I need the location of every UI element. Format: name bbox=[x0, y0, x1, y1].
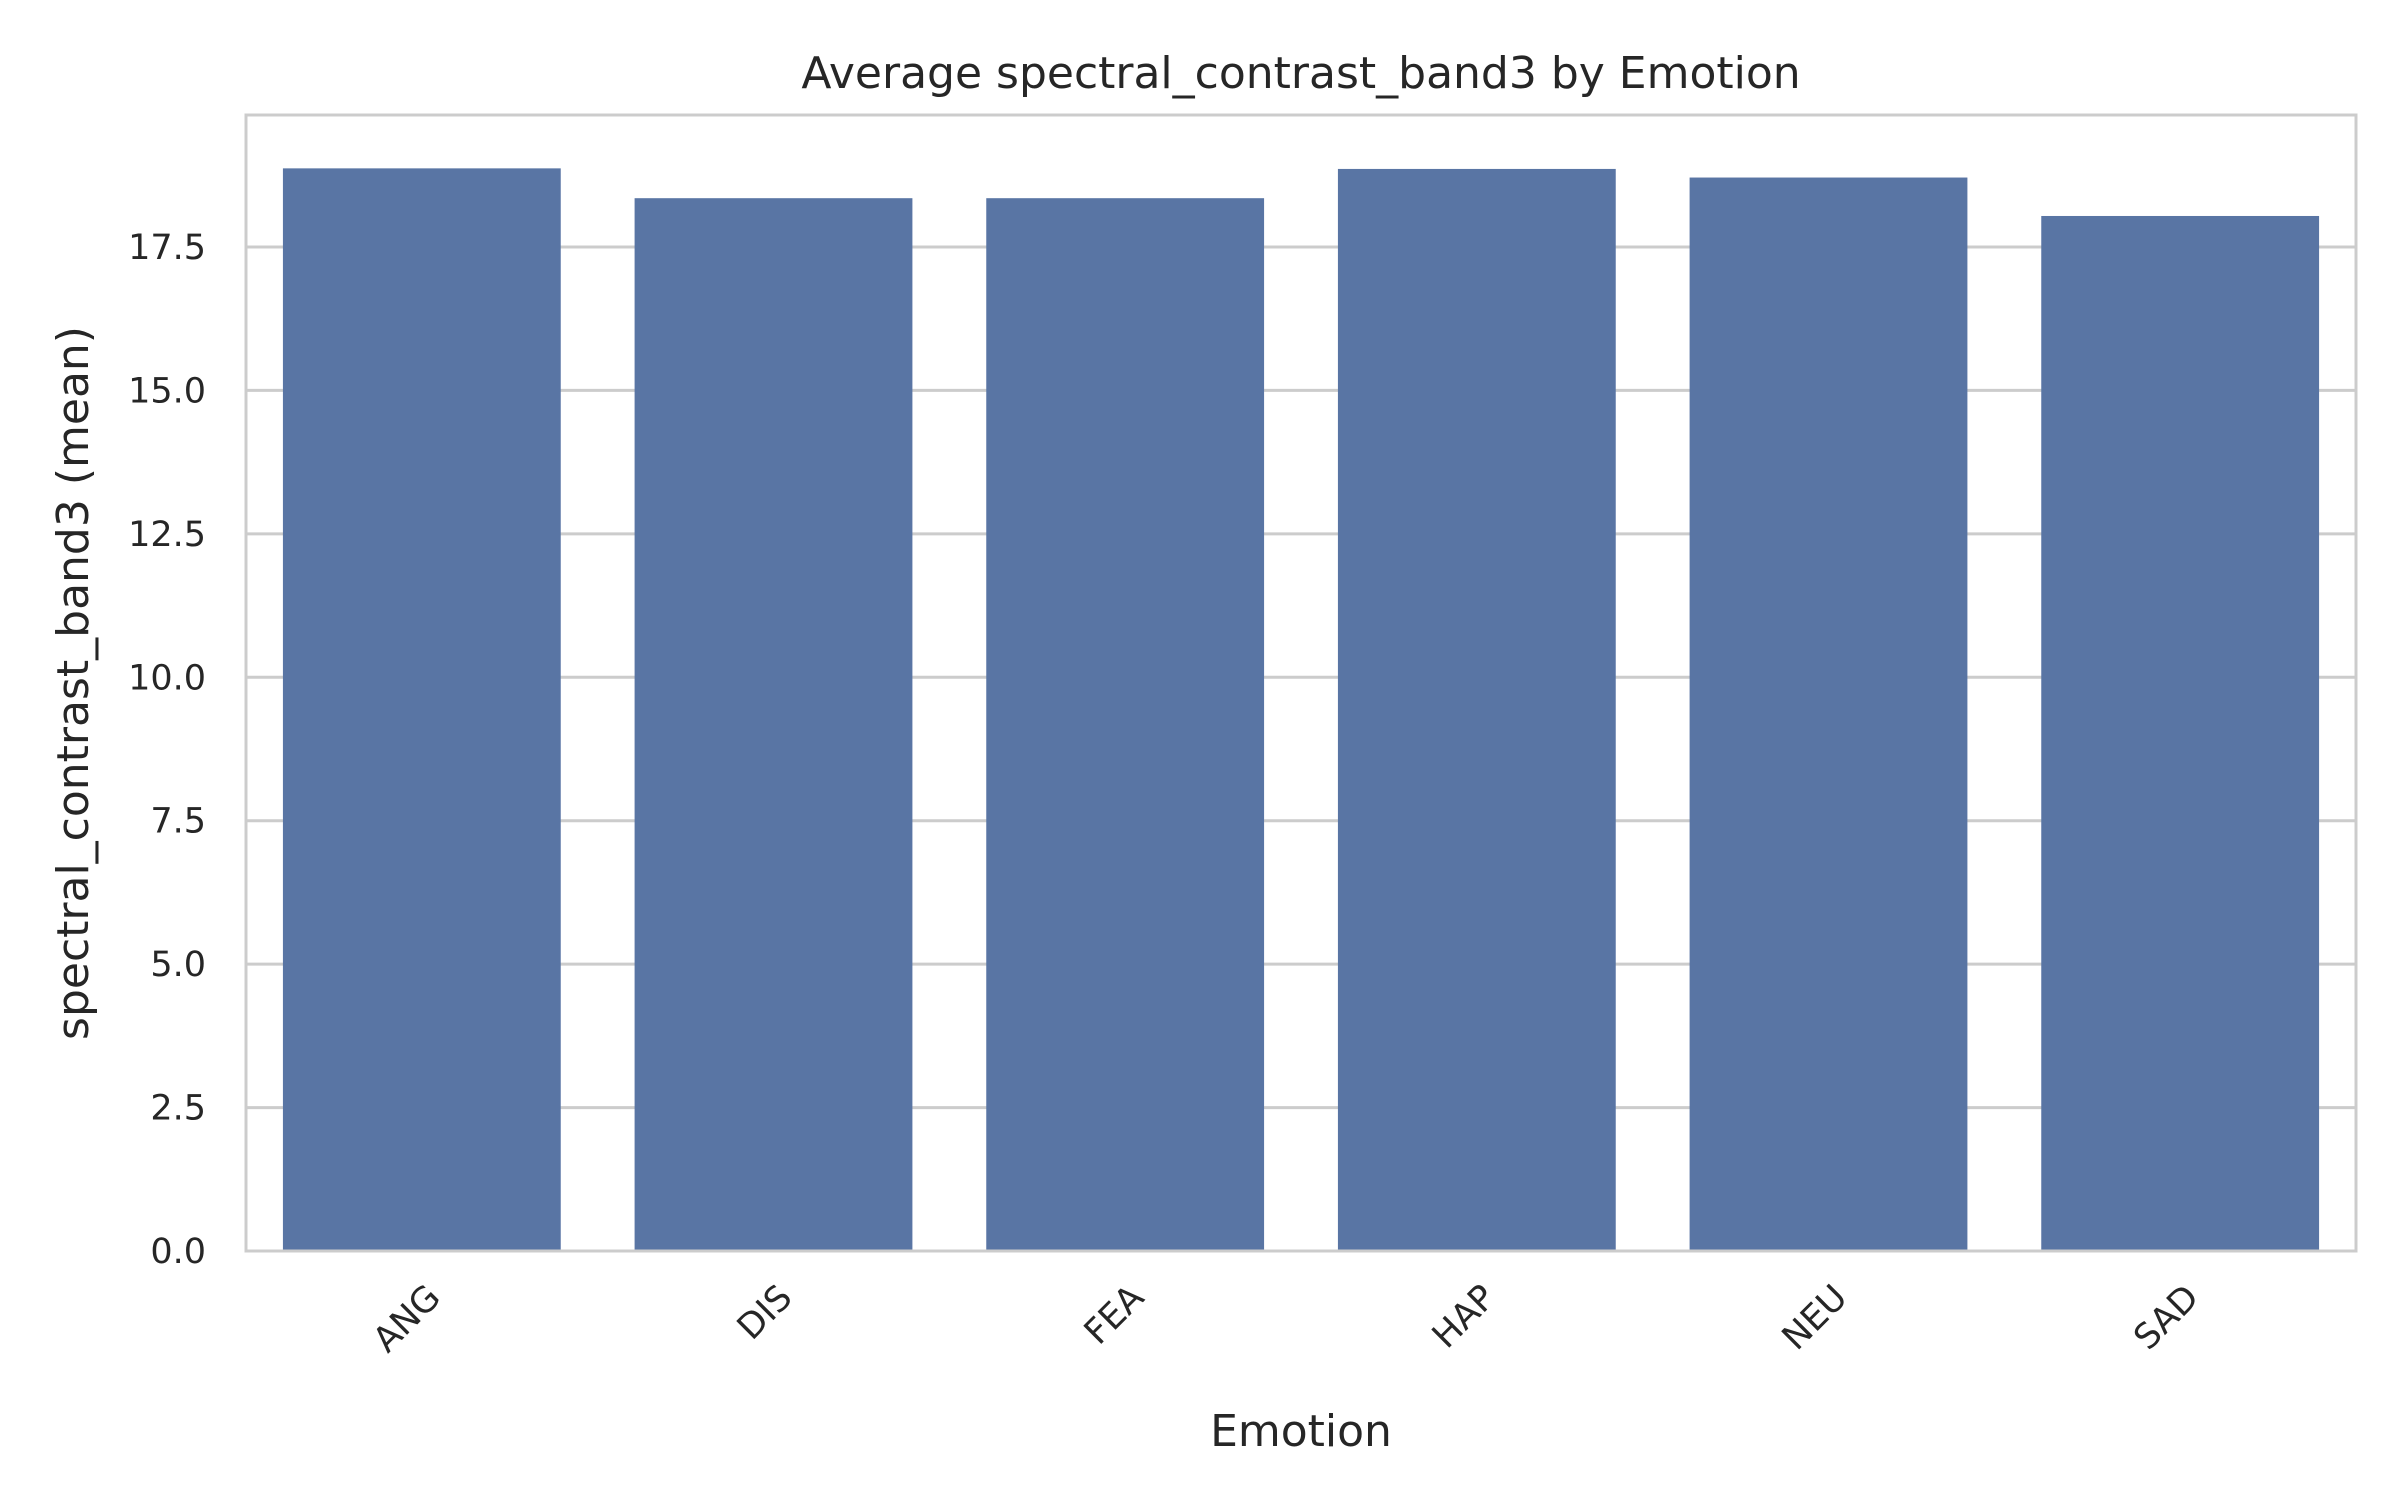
y-tick-label-7: 17.5 bbox=[128, 228, 206, 268]
y-tick-label-2: 5.0 bbox=[150, 945, 206, 985]
x-tick-label-fea: FEA bbox=[1077, 1278, 1152, 1353]
bar-fea bbox=[986, 198, 1265, 1252]
y-tick-label-4: 10.0 bbox=[128, 658, 206, 698]
y-tick-label-6: 15.0 bbox=[128, 371, 206, 411]
bar-sad bbox=[2041, 215, 2320, 1251]
y-tick-label-3: 7.5 bbox=[150, 802, 206, 842]
x-tick-label-dis: DIS bbox=[730, 1278, 800, 1348]
bar-neu bbox=[1689, 177, 1968, 1252]
y-tick-labels: 0.0 2.5 5.0 7.5 10.0 12.5 15.0 17.5 bbox=[128, 228, 206, 1272]
y-axis-label: spectral_contrast_band3 (mean) bbox=[48, 326, 99, 1040]
bar-ang bbox=[282, 168, 561, 1252]
plot-frame bbox=[244, 113, 2358, 1253]
x-axis-label: Emotion bbox=[1210, 1406, 1392, 1457]
x-tick-labels: ANG DIS FEA HAP NEU SAD bbox=[366, 1278, 2207, 1361]
y-tick-label-5: 12.5 bbox=[128, 515, 206, 555]
bars bbox=[282, 168, 2320, 1252]
grid-lines bbox=[246, 245, 2356, 1253]
x-tick-label-sad: SAD bbox=[2127, 1278, 2207, 1358]
plot-border bbox=[244, 113, 2358, 1253]
y-tick-label-0: 0.0 bbox=[150, 1232, 206, 1272]
bar-dis bbox=[634, 198, 913, 1252]
x-tick-label-neu: NEU bbox=[1775, 1278, 1856, 1359]
chart-title: Average spectral_contrast_band3 by Emoti… bbox=[801, 48, 1800, 99]
bar-hap bbox=[1337, 168, 1616, 1252]
x-tick-label-hap: HAP bbox=[1425, 1278, 1504, 1357]
x-tick-label-ang: ANG bbox=[366, 1278, 449, 1361]
y-tick-label-1: 2.5 bbox=[150, 1089, 206, 1129]
